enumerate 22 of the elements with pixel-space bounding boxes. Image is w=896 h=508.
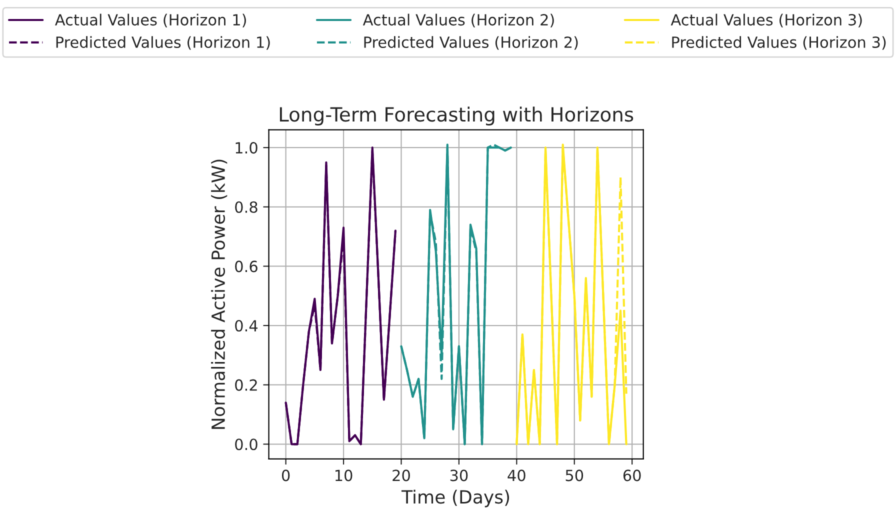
x-axis-title: Time (Days) xyxy=(401,490,510,508)
legend-label: Actual Values (Horizon 2) xyxy=(362,14,554,28)
legend-label: Predicted Values (Horizon 2) xyxy=(364,36,578,50)
y-axis-title: Normalized Active Power (kW) xyxy=(211,160,228,429)
x-tick-label: 0 xyxy=(282,470,290,482)
legend-label: Actual Values (Horizon 1) xyxy=(54,14,246,28)
y-tick-label: 0.4 xyxy=(235,320,258,332)
x-tick-label: 10 xyxy=(335,470,352,482)
legend-label: Predicted Values (Horizon 1) xyxy=(56,36,270,50)
y-tick-label: 0.8 xyxy=(235,201,258,213)
legend-label: Actual Values (Horizon 3) xyxy=(670,14,862,28)
y-tick-label: 0.2 xyxy=(235,379,257,391)
x-tick-label: 30 xyxy=(450,470,468,482)
legend-label: Predicted Values (Horizon 3) xyxy=(672,36,886,50)
y-tick-label: 0.6 xyxy=(235,260,258,272)
chart-title: Long-Term Forecasting with Horizons xyxy=(280,106,634,126)
x-tick-label: 40 xyxy=(508,470,526,482)
x-tick-label: 50 xyxy=(566,470,584,482)
x-tick-label: 60 xyxy=(623,470,641,482)
x-tick-label: 20 xyxy=(392,470,410,482)
y-tick-label: 1.0 xyxy=(236,142,258,154)
y-tick-label: 0.0 xyxy=(235,438,258,450)
